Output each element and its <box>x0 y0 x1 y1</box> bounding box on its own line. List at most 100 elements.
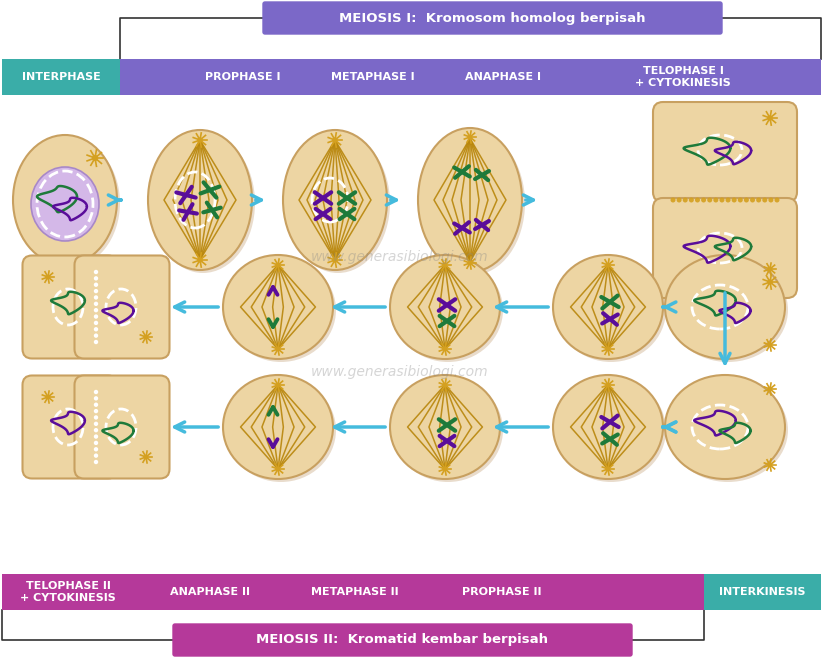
Circle shape <box>608 301 611 303</box>
Circle shape <box>94 295 98 300</box>
Ellipse shape <box>668 378 788 482</box>
Circle shape <box>445 303 449 307</box>
Circle shape <box>94 422 98 426</box>
Circle shape <box>94 308 98 312</box>
Circle shape <box>94 409 98 413</box>
Circle shape <box>461 171 463 173</box>
Circle shape <box>94 460 98 464</box>
Ellipse shape <box>556 258 666 362</box>
Circle shape <box>481 224 483 226</box>
Text: MEIOSIS II:  Kromatid kembar berpisah: MEIOSIS II: Kromatid kembar berpisah <box>257 634 548 647</box>
Circle shape <box>322 213 324 216</box>
Ellipse shape <box>148 130 252 270</box>
Ellipse shape <box>665 255 785 359</box>
Text: MEIOSIS I:  Kromosom homolog berpisah: MEIOSIS I: Kromosom homolog berpisah <box>339 11 646 24</box>
Circle shape <box>683 197 688 203</box>
Circle shape <box>332 258 337 263</box>
FancyBboxPatch shape <box>22 256 118 359</box>
Ellipse shape <box>556 378 666 482</box>
Ellipse shape <box>226 258 336 362</box>
Text: INTERPHASE: INTERPHASE <box>21 72 100 82</box>
Ellipse shape <box>31 167 99 241</box>
Ellipse shape <box>393 258 503 362</box>
Circle shape <box>276 347 281 352</box>
Circle shape <box>750 197 755 203</box>
Circle shape <box>94 447 98 451</box>
Ellipse shape <box>390 255 500 359</box>
Ellipse shape <box>16 138 120 268</box>
Circle shape <box>445 440 449 442</box>
Circle shape <box>94 390 98 394</box>
Ellipse shape <box>226 378 336 482</box>
FancyBboxPatch shape <box>653 102 797 202</box>
Circle shape <box>94 396 98 401</box>
Circle shape <box>276 263 281 267</box>
Circle shape <box>94 402 98 407</box>
Circle shape <box>726 197 731 203</box>
Circle shape <box>443 383 447 387</box>
Circle shape <box>767 279 773 285</box>
Circle shape <box>322 197 324 199</box>
Circle shape <box>695 197 700 203</box>
Circle shape <box>94 453 98 458</box>
Circle shape <box>198 258 202 263</box>
Circle shape <box>144 335 148 339</box>
FancyBboxPatch shape <box>704 574 821 610</box>
FancyBboxPatch shape <box>263 2 722 34</box>
Circle shape <box>677 197 681 203</box>
Circle shape <box>768 387 772 391</box>
Ellipse shape <box>665 375 785 479</box>
Text: PROPHASE I: PROPHASE I <box>205 72 281 82</box>
Text: ANAPHASE I: ANAPHASE I <box>465 72 541 82</box>
Circle shape <box>198 137 202 143</box>
Circle shape <box>756 197 761 203</box>
Circle shape <box>346 197 348 199</box>
Text: www.generasibiologi.com: www.generasibiologi.com <box>311 250 489 264</box>
Circle shape <box>606 383 610 387</box>
Circle shape <box>94 340 98 344</box>
Circle shape <box>94 428 98 432</box>
Ellipse shape <box>553 375 663 479</box>
FancyBboxPatch shape <box>75 256 170 359</box>
Text: TELOPHASE II
+ CYTOKINESIS: TELOPHASE II + CYTOKINESIS <box>20 581 116 603</box>
Circle shape <box>768 343 772 348</box>
Circle shape <box>467 261 472 265</box>
Circle shape <box>94 334 98 338</box>
FancyBboxPatch shape <box>2 59 120 95</box>
Circle shape <box>94 283 98 287</box>
Circle shape <box>46 395 50 399</box>
FancyBboxPatch shape <box>653 198 797 298</box>
Ellipse shape <box>13 135 117 265</box>
Ellipse shape <box>223 375 333 479</box>
FancyBboxPatch shape <box>120 59 821 95</box>
Text: METAPHASE I: METAPHASE I <box>331 72 415 82</box>
Circle shape <box>443 263 447 267</box>
FancyBboxPatch shape <box>2 574 704 610</box>
Circle shape <box>606 347 610 352</box>
Circle shape <box>714 197 718 203</box>
Circle shape <box>701 197 706 203</box>
Circle shape <box>94 302 98 306</box>
Ellipse shape <box>283 130 387 270</box>
Circle shape <box>608 420 611 424</box>
Circle shape <box>94 314 98 318</box>
Text: ANAPHASE II: ANAPHASE II <box>170 587 250 597</box>
Circle shape <box>719 197 724 203</box>
Circle shape <box>346 213 348 216</box>
Circle shape <box>762 197 767 203</box>
FancyBboxPatch shape <box>75 375 170 479</box>
Circle shape <box>445 320 449 322</box>
Circle shape <box>445 424 449 426</box>
FancyBboxPatch shape <box>173 624 632 656</box>
Ellipse shape <box>286 133 390 273</box>
Ellipse shape <box>151 133 255 273</box>
Circle shape <box>332 137 337 143</box>
Circle shape <box>94 327 98 332</box>
Text: www.generasibiologi.com: www.generasibiologi.com <box>311 365 489 379</box>
Text: INTERKINESIS: INTERKINESIS <box>718 587 805 597</box>
Circle shape <box>187 211 189 214</box>
FancyBboxPatch shape <box>22 375 118 479</box>
Circle shape <box>94 276 98 281</box>
Circle shape <box>94 289 98 293</box>
Ellipse shape <box>421 131 525 275</box>
